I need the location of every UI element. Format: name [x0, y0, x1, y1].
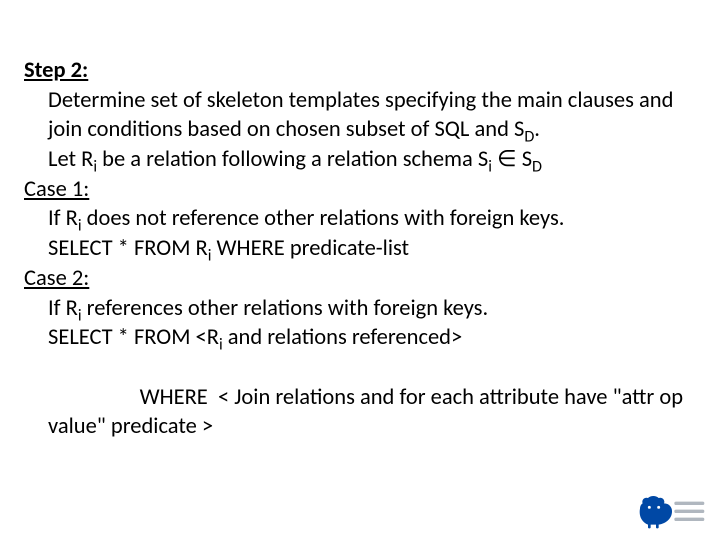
step-body: Determine set of skeleton templates spec… — [24, 86, 704, 145]
c1-1a: If R — [48, 205, 78, 232]
case1-line: If Ri does not reference other relations… — [24, 204, 704, 234]
c1-1b: does not reference other relations with … — [82, 205, 565, 232]
step-heading-text: Step 2: — [24, 57, 88, 84]
c1-sql-b: WHERE predicate-list — [211, 235, 409, 262]
let-2: be a relation following a relation schem… — [97, 146, 488, 173]
let-line: Let Ri be a relation following a relatio… — [24, 145, 704, 175]
elem-of: ∈ S — [492, 146, 532, 173]
case1-heading: Case 1: — [24, 175, 704, 205]
case2-sql: SELECT * FROM <Ri and relations referenc… — [24, 323, 704, 353]
period-1: . — [534, 116, 540, 143]
case2-line: If Ri references other relations with fo… — [24, 294, 704, 324]
ub-logo-lines — [676, 503, 703, 519]
c2-where: WHERE < Join relations and for each attr… — [48, 384, 688, 441]
step-body-text-1: Determine set of skeleton templates spec… — [48, 87, 673, 144]
ub-logo — [638, 494, 706, 530]
case2-heading-text: Case 2: — [24, 265, 89, 292]
ub-logo-svg — [638, 494, 706, 530]
c2-sql-b: and relations referenced> — [223, 324, 463, 351]
slide: Step 2: Determine set of skeleton templa… — [0, 0, 720, 540]
slide-text-body: Step 2: Determine set of skeleton templa… — [24, 56, 704, 472]
c1-sql-a: SELECT * FROM R — [48, 235, 208, 262]
c2-1b: references other relations with foreign … — [82, 295, 489, 322]
let-1: Let R — [48, 146, 93, 173]
c2-sql-a: SELECT * FROM <R — [48, 324, 219, 351]
c2-1a: If R — [48, 295, 78, 322]
case2-where: WHERE < Join relations and for each attr… — [24, 353, 704, 472]
step-heading: Step 2: — [24, 56, 704, 86]
case1-sql: SELECT * FROM Ri WHERE predicate-list — [24, 234, 704, 264]
ub-logo-bull — [640, 496, 672, 528]
sub-d-2: D — [532, 158, 542, 177]
case2-heading: Case 2: — [24, 264, 704, 294]
sub-d-1: D — [524, 128, 534, 147]
case1-heading-text: Case 1: — [24, 176, 89, 203]
